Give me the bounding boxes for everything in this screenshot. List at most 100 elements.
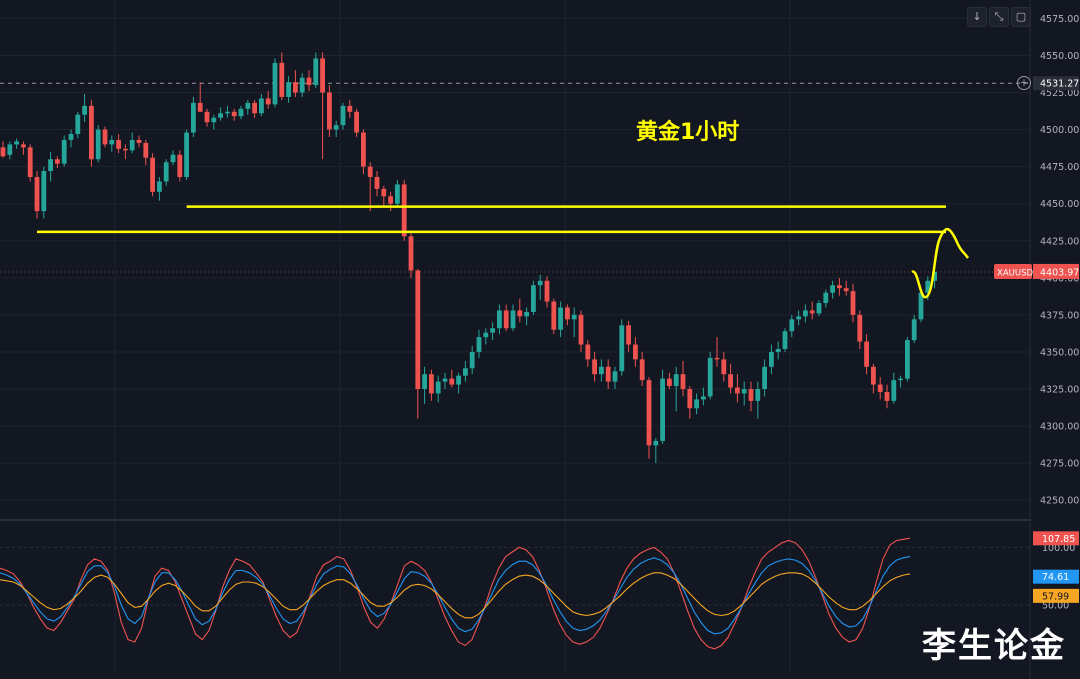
candle-body	[803, 310, 808, 317]
candle-body	[728, 374, 733, 388]
scroll-down-button[interactable]: ↓	[967, 7, 987, 27]
candle-body	[265, 98, 271, 105]
candle-body	[537, 280, 543, 286]
candle-body	[157, 181, 162, 192]
candle-body	[762, 366, 767, 390]
candle-body	[694, 399, 699, 409]
candle-body	[320, 58, 325, 93]
candle-body	[0, 147, 6, 157]
osc-series-line	[0, 537, 911, 650]
oscillator-pane	[0, 537, 1030, 650]
candle-body	[55, 159, 60, 164]
candle-body	[252, 102, 257, 114]
candle-body	[789, 319, 795, 332]
candle-body	[14, 141, 19, 145]
candle-body	[565, 307, 570, 320]
y-tick-label: 4250.00	[1040, 496, 1079, 507]
candle-body	[531, 285, 536, 312]
candle-body	[123, 148, 128, 151]
candle-body	[925, 280, 931, 293]
candle-body	[238, 108, 244, 117]
candle-body	[605, 366, 611, 382]
candle-body	[857, 314, 863, 342]
candle-body	[741, 389, 747, 394]
candle-body	[510, 310, 516, 329]
candle-body	[735, 387, 740, 394]
candle-body	[102, 129, 108, 145]
expand-button[interactable]: ⤡	[989, 7, 1009, 27]
candle-body	[95, 129, 101, 160]
candle-body	[422, 374, 427, 390]
candle-body	[381, 188, 387, 197]
candle-body	[21, 144, 26, 148]
candle-body	[633, 344, 638, 360]
candle-body	[197, 102, 203, 112]
y-tick-label: 4300.00	[1040, 422, 1079, 433]
candle-body	[442, 378, 448, 382]
price-axis: 4575.00 4550.00 4525.00 4500.00 4475.00 4450.…	[994, 0, 1080, 679]
candle-body	[585, 344, 591, 360]
candle-body	[905, 340, 910, 379]
candle-body	[204, 111, 210, 123]
candle-body	[578, 314, 584, 345]
reset-icon: ▢	[1015, 10, 1027, 23]
candle-body	[313, 58, 319, 86]
candle-body	[48, 159, 53, 172]
candle-body	[163, 162, 169, 182]
expand-icon: ⤡	[994, 10, 1004, 23]
symbol-label: XAUUSD	[997, 268, 1033, 278]
osc-value-label: 107.85	[1042, 534, 1075, 545]
candle-body	[673, 374, 679, 387]
osc-tick-label: 100.00	[1042, 543, 1075, 554]
candle-body	[639, 359, 645, 381]
candle-body	[571, 314, 577, 320]
candle-body	[476, 337, 482, 352]
y-tick-label: 4350.00	[1040, 347, 1079, 358]
candle-body	[517, 310, 523, 317]
horizontal-lines	[37, 205, 946, 234]
candle-body	[782, 331, 788, 349]
last-price-label: 4403.97	[1040, 267, 1079, 278]
candle-body	[843, 288, 849, 292]
osc-series-line	[0, 556, 911, 635]
candle-body	[551, 301, 557, 330]
symbol-badge	[994, 263, 1032, 279]
candle-body	[143, 142, 149, 158]
candle-body	[898, 378, 903, 381]
axis-background	[1031, 0, 1080, 679]
candle-body	[524, 311, 529, 317]
candle-body	[891, 380, 897, 401]
candle-body	[293, 82, 298, 93]
candle-body	[490, 328, 495, 333]
candle-body	[333, 125, 339, 130]
reset-button[interactable]: ▢	[1011, 7, 1031, 27]
osc-value-badge	[1033, 531, 1079, 546]
candle-body	[401, 184, 407, 237]
candle-body	[129, 139, 135, 151]
candle-body	[61, 139, 67, 164]
candle-body	[367, 166, 373, 178]
y-tick-label: 4500.00	[1040, 125, 1079, 136]
candle-body	[796, 316, 801, 320]
candle-body	[89, 105, 94, 160]
candle-body	[748, 389, 754, 401]
candle-body	[483, 332, 489, 338]
y-tick-label: 4425.00	[1040, 236, 1079, 247]
arrow-down-icon: ↓	[972, 10, 982, 23]
candle-body	[707, 357, 713, 397]
candle-body	[279, 62, 285, 97]
candle-body	[272, 62, 278, 105]
candle-body	[211, 117, 217, 123]
crosshair-add-icon[interactable]: +	[1017, 76, 1031, 90]
candle-body	[27, 147, 33, 178]
candle-body	[884, 391, 890, 401]
osc-tick-label: 50.00	[1042, 601, 1069, 612]
candle-body	[599, 366, 604, 375]
candle-body	[755, 389, 761, 401]
candle-body	[469, 351, 475, 369]
candle-body	[660, 378, 665, 441]
candle-body	[116, 139, 121, 149]
